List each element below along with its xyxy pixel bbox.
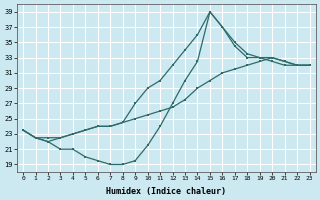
X-axis label: Humidex (Indice chaleur): Humidex (Indice chaleur) bbox=[106, 187, 226, 196]
